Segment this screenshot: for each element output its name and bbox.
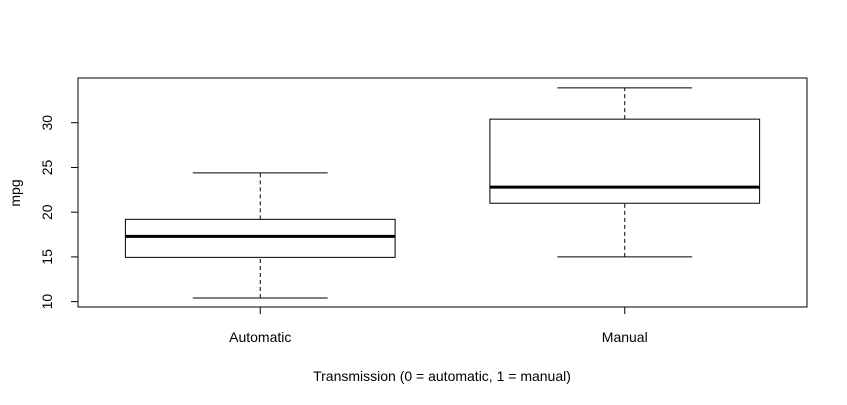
y-tick-label: 20 <box>39 204 55 220</box>
y-tick-label: 30 <box>39 115 55 131</box>
y-tick-label: 25 <box>39 159 55 175</box>
iqr-box <box>124 218 396 258</box>
box-manual <box>489 87 761 258</box>
y-axis-label: mpg <box>7 179 23 206</box>
y-tick-label: 15 <box>39 249 55 265</box>
box-group <box>124 87 761 299</box>
x-axis: Automatic Manual <box>229 307 648 345</box>
iqr-box <box>489 118 761 204</box>
x-tick-label: Automatic <box>229 329 291 345</box>
x-tick-label: Manual <box>602 329 648 345</box>
plot-frame <box>77 77 808 308</box>
box-automatic <box>124 172 396 299</box>
y-tick-label: 10 <box>39 294 55 310</box>
x-axis-label: Transmission (0 = automatic, 1 = manual) <box>313 368 571 384</box>
y-axis: 10 15 20 25 30 <box>39 115 79 310</box>
